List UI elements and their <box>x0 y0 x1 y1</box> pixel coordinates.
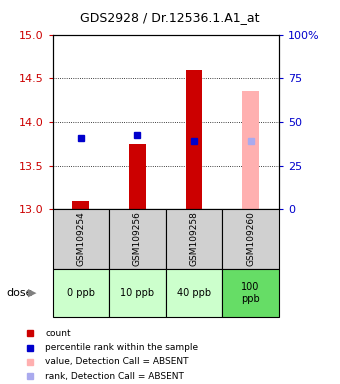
Bar <box>242 91 259 209</box>
Bar <box>129 144 146 209</box>
Text: count: count <box>46 329 71 338</box>
Text: 0 ppb: 0 ppb <box>67 288 95 298</box>
Text: 100
ppb: 100 ppb <box>241 282 260 304</box>
Bar <box>166 269 222 317</box>
Text: GSM109254: GSM109254 <box>76 212 85 266</box>
Bar <box>72 200 89 209</box>
Text: value, Detection Call = ABSENT: value, Detection Call = ABSENT <box>46 358 189 366</box>
Text: GSM109260: GSM109260 <box>246 212 255 266</box>
Bar <box>109 269 166 317</box>
Text: GSM109258: GSM109258 <box>189 212 199 266</box>
Bar <box>53 269 109 317</box>
Text: rank, Detection Call = ABSENT: rank, Detection Call = ABSENT <box>46 372 184 381</box>
Bar <box>222 269 279 317</box>
Text: percentile rank within the sample: percentile rank within the sample <box>46 343 199 352</box>
Text: GSM109256: GSM109256 <box>133 212 142 266</box>
Text: ▶: ▶ <box>28 288 36 298</box>
Bar <box>222 209 279 269</box>
Bar <box>53 209 109 269</box>
Bar <box>109 209 166 269</box>
Bar <box>186 70 203 209</box>
Text: GDS2928 / Dr.12536.1.A1_at: GDS2928 / Dr.12536.1.A1_at <box>80 11 260 24</box>
Bar <box>166 209 222 269</box>
Text: dose: dose <box>7 288 33 298</box>
Text: 40 ppb: 40 ppb <box>177 288 211 298</box>
Text: 10 ppb: 10 ppb <box>120 288 155 298</box>
